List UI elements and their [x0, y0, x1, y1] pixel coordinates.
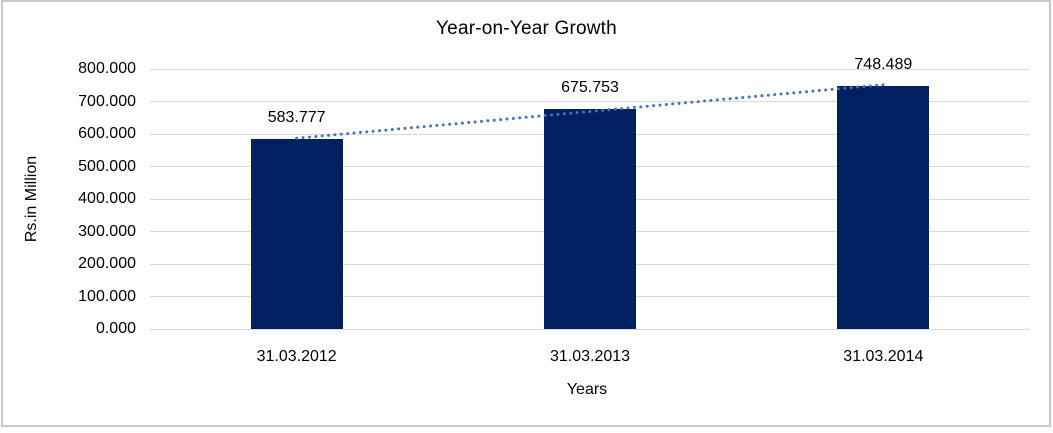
trendline-path [295, 83, 885, 140]
y-axis-tick-label: 400.000 [78, 190, 136, 207]
x-axis-tick-label: 31.03.2012 [256, 348, 337, 365]
y-axis-tick-label: 700.000 [78, 92, 136, 110]
y-axis-tick-label: 500.000 [78, 157, 136, 175]
bar-data-label: 748.489 [854, 55, 913, 73]
gridline [150, 328, 1030, 330]
x-axis-tick-label: 31.03.2014 [843, 348, 924, 365]
bar-data-label: 583.777 [267, 109, 326, 127]
bar [544, 109, 636, 329]
x-axis-tick-label: 31.03.2013 [549, 348, 631, 365]
y-axis-tick-label: 200.000 [78, 255, 136, 272]
x-axis-title: Years [566, 381, 608, 398]
gridline [150, 101, 1030, 102]
gridline [150, 68, 1030, 70]
bar [837, 85, 930, 329]
bar-data-label: 675.753 [561, 79, 619, 97]
chart-title: Year-on-Year Growth [436, 18, 617, 39]
y-axis-tick-label: 0.000 [95, 320, 136, 337]
y-axis-tick-label: 800.000 [78, 60, 136, 77]
y-axis-tick-label: 600.000 [78, 125, 136, 142]
y-axis-tick-label: 300.000 [78, 222, 136, 240]
bar [250, 139, 343, 329]
y-axis-tick-label: 100.000 [78, 287, 136, 305]
